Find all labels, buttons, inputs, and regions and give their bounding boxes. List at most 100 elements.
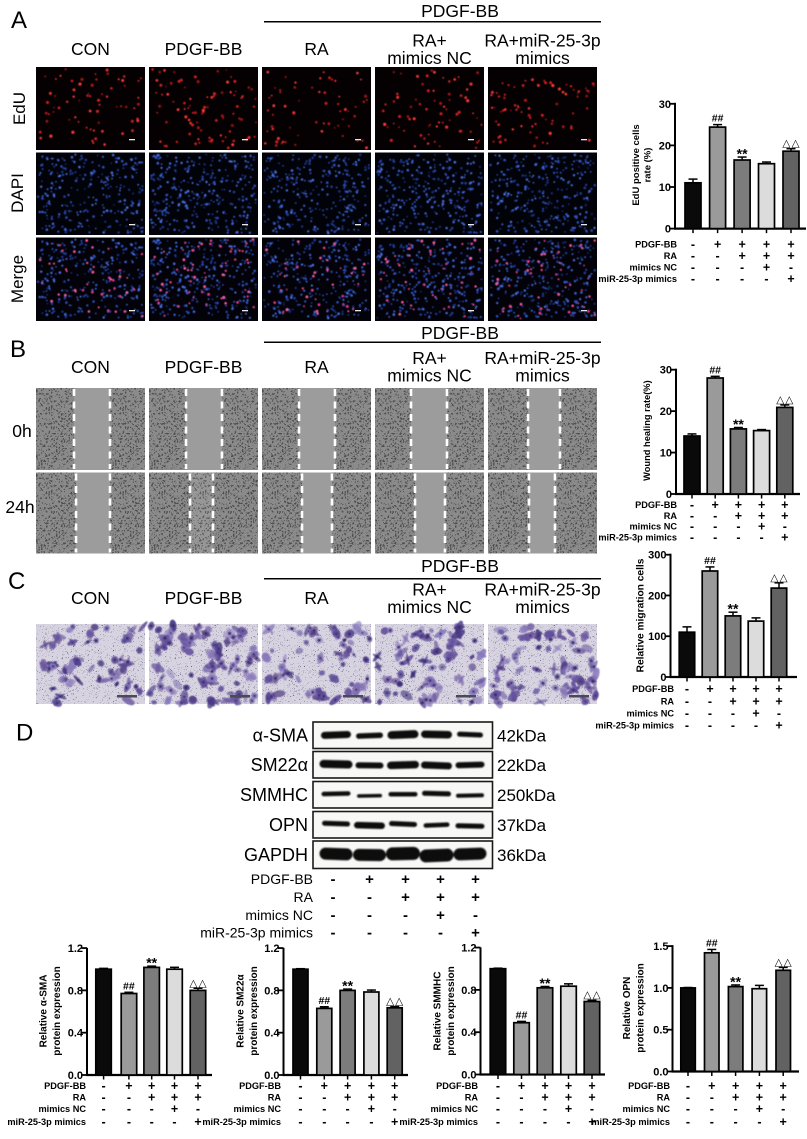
svg-text:-: - xyxy=(496,1102,500,1116)
svg-text:-: - xyxy=(734,1115,738,1129)
svg-text:+: + xyxy=(763,261,770,275)
svg-text:-: - xyxy=(322,1102,326,1116)
svg-text:20: 20 xyxy=(660,406,672,418)
svg-text:PDGF-BB: PDGF-BB xyxy=(421,323,499,343)
svg-text:0.5: 0.5 xyxy=(653,1025,668,1037)
svg-text:+: + xyxy=(781,498,788,512)
svg-text:protein expression: protein expression xyxy=(249,966,260,1055)
svg-text:+: + xyxy=(781,531,788,545)
svg-text:+: + xyxy=(775,719,782,733)
svg-text:Relative α-SMA: Relative α-SMA xyxy=(39,975,50,1048)
svg-text:250kDa: 250kDa xyxy=(497,786,556,805)
svg-text:-: - xyxy=(789,261,793,275)
svg-text:-: - xyxy=(150,1115,154,1129)
svg-text:10: 10 xyxy=(659,182,671,194)
svg-text:A: A xyxy=(11,7,27,34)
svg-text:Relative SM22α: Relative SM22α xyxy=(236,973,247,1047)
svg-text:+: + xyxy=(125,1079,132,1093)
svg-text:PDGF-BB: PDGF-BB xyxy=(239,1081,281,1091)
svg-text:10: 10 xyxy=(660,448,672,460)
svg-text:PDGF-BB: PDGF-BB xyxy=(635,500,677,510)
svg-text:200: 200 xyxy=(648,590,666,602)
svg-text:RA+miR-25-3p: RA+miR-25-3p xyxy=(484,348,600,368)
svg-text:+: + xyxy=(148,1091,155,1105)
svg-text:miR-25-3p mimics: miR-25-3p mimics xyxy=(7,1117,86,1127)
svg-text:PDGF-BB: PDGF-BB xyxy=(165,39,243,59)
svg-text:Relative migration cells: Relative migration cells xyxy=(636,558,647,672)
svg-text:+: + xyxy=(588,1091,595,1105)
svg-text:-: - xyxy=(757,1115,761,1129)
svg-text:-: - xyxy=(716,272,720,286)
svg-text:D: D xyxy=(16,720,33,747)
svg-text:1.0: 1.0 xyxy=(653,983,668,995)
svg-text:+: + xyxy=(194,1091,201,1105)
svg-text:0h: 0h xyxy=(12,421,31,441)
svg-text:-: - xyxy=(102,1102,106,1116)
svg-text:PDGF-BB: PDGF-BB xyxy=(635,240,677,250)
svg-text:+: + xyxy=(368,1102,375,1116)
svg-text:-: - xyxy=(403,924,408,941)
svg-text:1.2: 1.2 xyxy=(264,943,279,955)
svg-text:-: - xyxy=(754,719,758,733)
svg-text:##: ## xyxy=(709,364,721,376)
svg-text:+: + xyxy=(756,1091,763,1105)
svg-text:Merge: Merge xyxy=(8,255,27,303)
svg-text:Wound healing rate(%): Wound healing rate(%) xyxy=(642,380,652,481)
svg-text:+: + xyxy=(780,1079,787,1093)
svg-text:-: - xyxy=(713,531,717,545)
svg-text:-: - xyxy=(781,1102,785,1116)
svg-text:+: + xyxy=(391,1091,398,1105)
svg-text:-: - xyxy=(346,1115,350,1129)
svg-text:+: + xyxy=(368,1079,375,1093)
svg-text:+: + xyxy=(436,889,445,906)
svg-text:SMMHC: SMMHC xyxy=(240,785,308,805)
svg-text:+: + xyxy=(714,238,721,252)
svg-text:miR-25-3p mimics: miR-25-3p mimics xyxy=(598,274,677,284)
svg-text:mimics NC: mimics NC xyxy=(623,1104,671,1114)
svg-text:+: + xyxy=(541,1091,548,1105)
svg-text:RA+miR-25-3p: RA+miR-25-3p xyxy=(484,580,600,600)
svg-text:+: + xyxy=(735,498,742,512)
svg-text:36kDa: 36kDa xyxy=(497,846,547,865)
svg-text:mimics NC: mimics NC xyxy=(234,1104,282,1114)
svg-text:-: - xyxy=(713,509,717,523)
svg-text:GAPDH: GAPDH xyxy=(244,845,308,865)
svg-text:+: + xyxy=(436,871,445,888)
svg-text:0.0: 0.0 xyxy=(653,1067,668,1079)
svg-text:mimics NC: mimics NC xyxy=(387,366,472,386)
svg-text:-: - xyxy=(691,272,695,286)
svg-text:30: 30 xyxy=(660,365,672,377)
svg-text:-: - xyxy=(298,1102,302,1116)
svg-text:rate (%): rate (%) xyxy=(643,148,654,183)
svg-text:+: + xyxy=(391,1079,398,1093)
svg-text:△△: △△ xyxy=(189,977,207,989)
svg-text:RA+: RA+ xyxy=(412,348,447,368)
svg-text:protein expression: protein expression xyxy=(446,966,457,1055)
svg-text:RA: RA xyxy=(304,357,329,377)
svg-text:20: 20 xyxy=(659,140,671,152)
svg-text:-: - xyxy=(519,1102,523,1116)
svg-text:RA: RA xyxy=(304,588,329,608)
svg-text:##: ## xyxy=(706,937,718,949)
svg-text:mimics NC: mimics NC xyxy=(431,1104,479,1114)
svg-text:△△: △△ xyxy=(770,572,788,584)
svg-text:**: ** xyxy=(737,146,748,162)
svg-text:PDGF-BB: PDGF-BB xyxy=(165,588,243,608)
svg-text:+: + xyxy=(565,1102,572,1116)
svg-text:+: + xyxy=(471,924,480,941)
svg-text:0.4: 0.4 xyxy=(68,1028,84,1040)
svg-text:-: - xyxy=(691,261,695,275)
svg-text:-: - xyxy=(566,1115,570,1129)
svg-text:PDGF-BB: PDGF-BB xyxy=(165,357,243,377)
svg-text:-: - xyxy=(690,520,694,534)
svg-text:PDGF-BB: PDGF-BB xyxy=(44,1081,86,1091)
svg-text:-: - xyxy=(403,907,408,924)
svg-text:△△: △△ xyxy=(583,989,601,1001)
svg-text:DAPI: DAPI xyxy=(8,173,27,213)
svg-text:RA: RA xyxy=(294,889,314,905)
svg-text:0.0: 0.0 xyxy=(264,1070,279,1082)
svg-text:+: + xyxy=(775,682,782,696)
svg-text:-: - xyxy=(102,1115,106,1129)
svg-text:0: 0 xyxy=(665,224,671,236)
svg-text:+: + xyxy=(588,1115,595,1129)
